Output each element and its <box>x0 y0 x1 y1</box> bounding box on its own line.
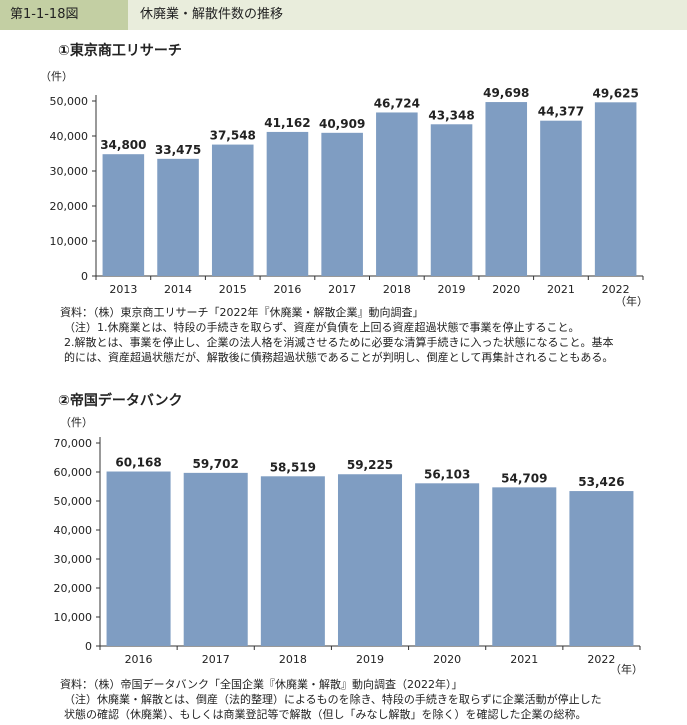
chart2-value-label: 59,225 <box>347 458 393 472</box>
chart2-y-tick-label: 30,000 <box>54 553 93 566</box>
chart2-bar <box>492 487 557 646</box>
chart1-value-label: 46,724 <box>374 96 420 110</box>
chart1-y-tick-label: 50,000 <box>50 95 89 108</box>
chart2-bar <box>260 476 325 646</box>
chart2-bar <box>569 491 634 646</box>
chart1-note-2: 2.解散とは、事業を停止し、企業の法人格を消滅させるために必要な清算手続きに入っ… <box>64 336 614 349</box>
chart1-y-tick-label: 10,000 <box>50 235 89 248</box>
chart1-y-tick-label: 40,000 <box>50 130 89 143</box>
chart2-category-label: 2018 <box>279 653 307 666</box>
chart1-value-label: 41,162 <box>264 116 310 130</box>
chart1-category-label: 2018 <box>383 283 411 296</box>
chart1-y-tick-label: 0 <box>81 270 88 283</box>
chart2-bar <box>337 474 403 646</box>
figure-number: 第1-1-18図 <box>0 0 128 30</box>
chart1-title: ①東京商工リサーチ <box>58 43 182 59</box>
chart2-y-tick-label: 40,000 <box>54 524 93 537</box>
figure-title: 休廃業・解散件数の推移 <box>140 7 284 22</box>
chart2-bar <box>106 471 171 646</box>
chart1-bar <box>102 154 145 276</box>
chart2-source: 資料：（株）帝国データバンク「全国企業『休廃業・解散』動向調査（2022年）」 <box>60 678 463 691</box>
chart2-category-label: 2016 <box>125 653 153 666</box>
chart2-title: ②帝国データバンク <box>58 393 183 409</box>
chart1-bar <box>266 131 309 276</box>
chart1-bar <box>540 120 582 276</box>
chart1-bar <box>157 158 199 276</box>
chart1-value-label: 37,548 <box>210 129 256 143</box>
chart1-value-label: 44,377 <box>538 105 584 119</box>
chart2-svg: 0 10,000 20,000 30,000 40,000 50,000 60,000 70,… <box>54 437 641 666</box>
chart2-y-unit: （件） <box>60 416 93 429</box>
chart2-y-tick-label: 60,000 <box>54 466 93 479</box>
chart2-value-label: 54,709 <box>501 471 547 485</box>
chart1-bar <box>321 132 363 276</box>
chart1-category-label: 2013 <box>109 283 137 296</box>
chart2-category-label: 2021 <box>510 653 538 666</box>
chart1-svg: 0 10,000 20,000 30,000 40,000 50,000 34,800 201… <box>50 86 644 296</box>
chart2-x-unit: （年） <box>610 663 643 676</box>
chart1-category-label: 2014 <box>164 283 192 296</box>
chart2-note-1: （注）休廃業・解散とは、倒産（法的整理）によるものを除き、特段の手続きを取らずに… <box>64 693 602 706</box>
chart2-value-label: 60,168 <box>115 456 161 470</box>
figure-header: 第1-1-18図 休廃業・解散件数の推移 <box>0 0 687 30</box>
chart2-y-tick-label: 70,000 <box>54 437 93 450</box>
chart1-bar <box>430 124 473 276</box>
chart2-category-label: 2019 <box>356 653 384 666</box>
chart2-y-tick-label: 20,000 <box>54 582 93 595</box>
chart2-bar <box>183 472 248 646</box>
chart2-note-2: 状態の確認（休廃業）、もしくは商業登記等で解散（但し「みなし解散」を除く）を確認… <box>64 708 587 721</box>
chart1-bar <box>485 102 528 276</box>
chart2-value-label: 58,519 <box>270 460 316 474</box>
chart1-y-tick-label: 30,000 <box>50 165 89 178</box>
chart1-x-unit: （年） <box>615 295 648 308</box>
chart2-value-label: 56,103 <box>424 467 470 481</box>
chart1-value-label: 40,909 <box>319 117 365 131</box>
chart1-value-label: 34,800 <box>100 138 146 152</box>
chart1-source: 資料：（株）東京商工リサーチ「2022年『休廃業・解散企業』動向調査」 <box>60 306 424 319</box>
chart1-category-label: 2022 <box>602 283 630 296</box>
chart2-bar <box>415 483 480 646</box>
chart1-category-label: 2015 <box>219 283 247 296</box>
chart1-bar <box>594 102 637 276</box>
chart1-bar <box>376 112 418 276</box>
chart1-category-label: 2020 <box>492 283 520 296</box>
chart1-category-label: 2019 <box>438 283 466 296</box>
chart2-value-label: 59,702 <box>193 457 239 471</box>
chart1-y-tick-label: 20,000 <box>50 200 89 213</box>
chart1-bar <box>211 144 254 276</box>
chart2-value-label: 53,426 <box>578 475 624 489</box>
chart2-category-label: 2020 <box>433 653 461 666</box>
chart1-value-label: 33,475 <box>155 143 201 157</box>
chart2-y-tick-label: 50,000 <box>54 495 93 508</box>
chart1-category-label: 2021 <box>547 283 575 296</box>
chart2-y-tick-label: 0 <box>85 640 92 653</box>
chart1-note-1: （注）1.休廃業とは、特段の手続きを取らず、資産が負債を上回る資産超過状態で事業… <box>64 321 580 334</box>
chart1-value-label: 49,625 <box>592 86 638 100</box>
chart2-category-label: 2017 <box>202 653 230 666</box>
chart1-value-label: 49,698 <box>483 86 529 100</box>
chart1-y-unit: （件） <box>40 70 73 83</box>
chart1-category-label: 2016 <box>273 283 301 296</box>
chart1-note-3: 的には、資産超過状態だが、解散後に債務超過状態であることが判明し、倒産として再集… <box>64 351 614 364</box>
chart2-category-label: 2022 <box>587 653 615 666</box>
chart1-category-label: 2017 <box>328 283 356 296</box>
chart1-value-label: 43,348 <box>428 108 474 122</box>
chart2-y-tick-label: 10,000 <box>54 611 93 624</box>
